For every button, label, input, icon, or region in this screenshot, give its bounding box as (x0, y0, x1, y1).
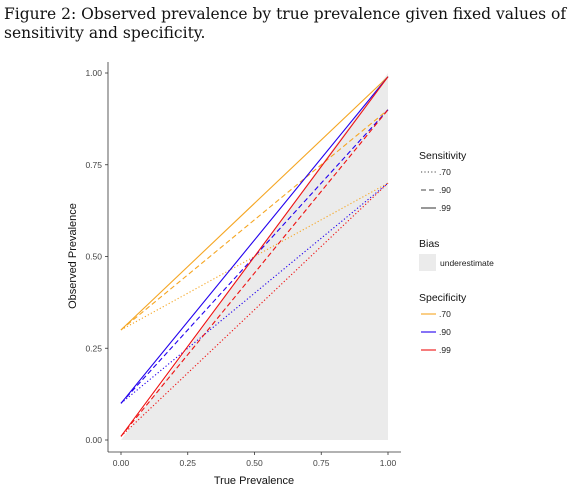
x-axis-title: True Prevalence (214, 475, 294, 487)
y-axis-title: Observed Prevalence (67, 203, 79, 309)
legend-label-specificity: .99 (439, 345, 451, 355)
legend-label-sensitivity: .90 (439, 185, 451, 195)
legend-label-specificity: .90 (439, 327, 451, 337)
legend-label-sensitivity: .99 (439, 203, 451, 213)
legend-label-specificity: .70 (439, 309, 451, 319)
y-tick-label: 0.50 (85, 252, 102, 262)
axes: 0.00 0.25 0.50 0.75 1.00 0.00 0.25 0.50 0.75 1.00… (67, 62, 401, 487)
plot-area (120, 73, 389, 440)
series-line-sens-0.99-spec-0.9 (120, 76, 389, 404)
figure-caption: Figure 2: Observed prevalence by true pr… (4, 5, 567, 42)
y-tick-label: 1.00 (85, 68, 102, 78)
series-line-sens-0.9-spec-0.9 (120, 109, 389, 404)
y-tick-label: 0.75 (85, 160, 102, 170)
legend-key-underestimate (419, 254, 436, 271)
legend-label-sensitivity: .70 (439, 167, 451, 177)
legend-label-underestimate: underestimate (440, 258, 494, 268)
series-line-sens-0.7-spec-0.99 (120, 182, 389, 437)
legend-title-bias: Bias (419, 238, 439, 250)
series-line-sens-0.9-spec-0.7 (120, 109, 389, 331)
legend-title-sensitivity: Sensitivity (419, 150, 467, 162)
series-line-sens-0.99-spec-0.99 (120, 76, 389, 437)
x-tick-label: 0.75 (313, 458, 330, 468)
y-tick-label: 0.25 (85, 343, 102, 353)
series-line-sens-0.99-spec-0.7 (120, 76, 389, 331)
series-line-sens-0.9-spec-0.99 (120, 109, 389, 437)
x-tick-label: 0.25 (179, 458, 196, 468)
x-tick-label: 0.50 (246, 458, 263, 468)
x-tick-label: 0.00 (113, 458, 130, 468)
x-tick-label: 1.00 (380, 458, 397, 468)
legend-title-specificity: Specificity (419, 292, 467, 304)
y-tick-label: 0.00 (85, 435, 102, 445)
